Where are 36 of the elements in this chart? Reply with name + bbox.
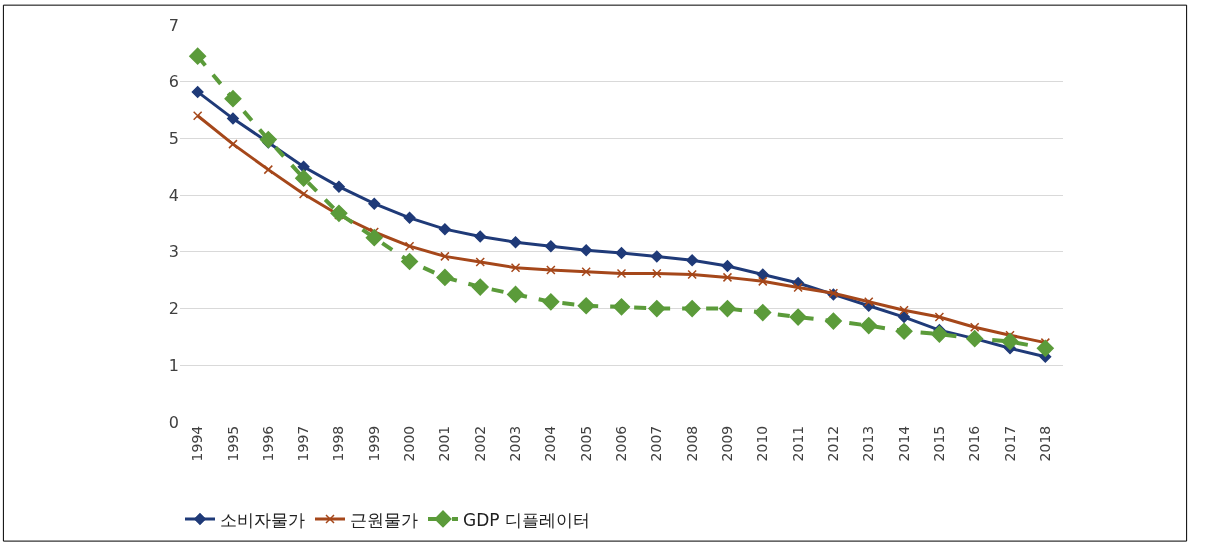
x-tick-label: 1998 — [330, 425, 347, 462]
x-tick-label: 2007 — [648, 425, 665, 462]
y-tick-label: 6 — [168, 72, 179, 92]
x-tick-label: 2016 — [966, 425, 983, 462]
x-tick-label: 1994 — [189, 425, 206, 462]
x-tick-label: 2004 — [542, 425, 559, 462]
x-tick-label: 2002 — [471, 425, 488, 462]
x-tick-label: 2011 — [789, 425, 806, 462]
legend-label: GDP 디플레이터 — [463, 509, 590, 530]
x-tick-label: 2009 — [719, 425, 736, 462]
y-tick-label: 7 — [168, 15, 179, 35]
x-tick-label: 1996 — [259, 425, 276, 462]
x-tick-label: 2000 — [401, 425, 418, 462]
y-tick-label: 3 — [168, 242, 179, 262]
x-tick-label: 2003 — [507, 425, 524, 462]
y-tick-label: 0 — [168, 412, 179, 432]
y-tick-label: 5 — [168, 129, 179, 149]
x-tick-label: 2013 — [860, 425, 877, 462]
y-tick-label: 4 — [168, 185, 179, 205]
x-tick-label: 2017 — [1001, 425, 1018, 462]
x-tick-label: 2005 — [577, 425, 594, 462]
x-tick-label: 2018 — [1036, 425, 1053, 462]
x-tick-label: 2008 — [683, 425, 700, 462]
y-tick-label: 2 — [168, 299, 179, 319]
x-tick-label: 1999 — [365, 425, 382, 462]
x-tick-label: 1995 — [224, 425, 241, 462]
x-tick-label: 2001 — [436, 425, 453, 462]
x-tick-label: 2015 — [930, 425, 947, 462]
x-tick-label: 2006 — [613, 425, 630, 462]
legend-label: 근원물가 — [350, 509, 418, 530]
x-tick-label: 1997 — [295, 425, 312, 462]
x-tick-label: 2012 — [824, 425, 841, 462]
x-tick-label: 2014 — [895, 425, 912, 462]
legend-label: 소비자물가 — [220, 509, 305, 530]
y-tick-label: 1 — [168, 355, 179, 375]
x-tick-label: 2010 — [754, 425, 771, 462]
